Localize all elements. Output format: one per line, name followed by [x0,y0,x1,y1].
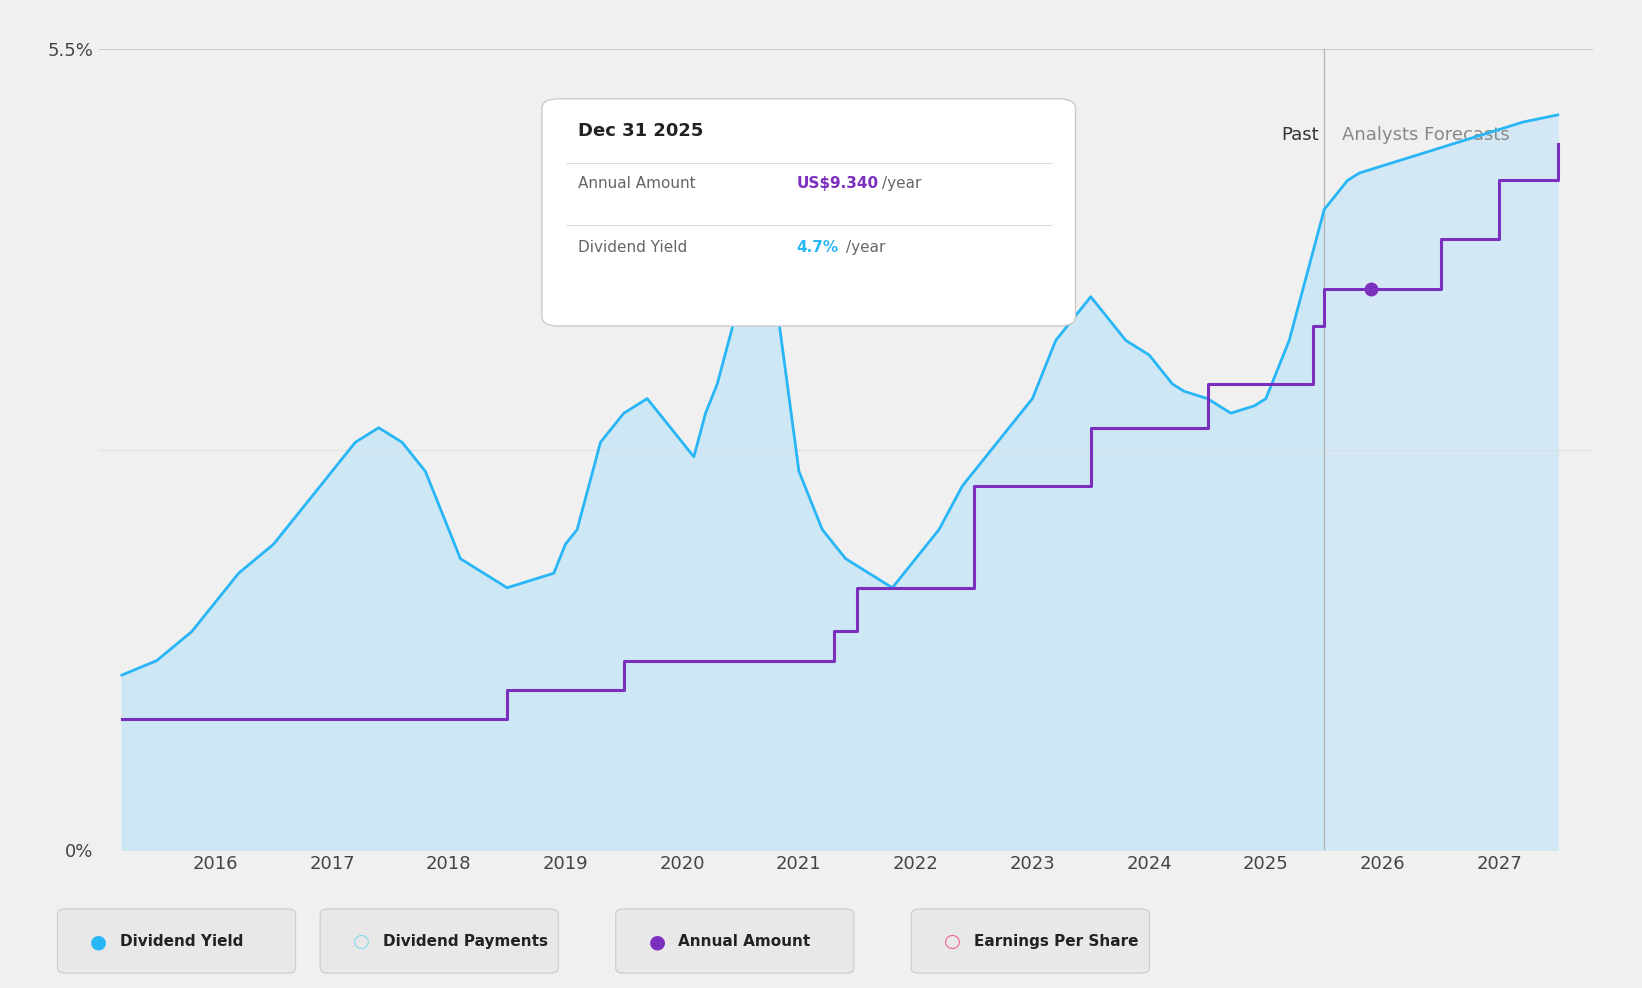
Text: Dividend Yield: Dividend Yield [120,934,243,949]
Text: Past: Past [1281,126,1319,144]
Text: Dec 31 2025: Dec 31 2025 [578,123,703,140]
Text: ○: ○ [353,932,369,951]
Text: US$9.340: US$9.340 [796,176,878,191]
Text: Annual Amount: Annual Amount [578,176,696,191]
Text: Earnings Per Share: Earnings Per Share [974,934,1138,949]
Text: /year: /year [846,240,885,255]
Text: /year: /year [882,176,921,191]
Text: ○: ○ [944,932,961,951]
Text: Dividend Yield: Dividend Yield [578,240,688,255]
Text: ●: ● [649,932,665,951]
Text: 4.7%: 4.7% [796,240,839,255]
Text: ●: ● [90,932,107,951]
Text: Analysts Forecasts: Analysts Forecasts [1342,126,1509,144]
Text: Annual Amount: Annual Amount [678,934,811,949]
Text: Dividend Payments: Dividend Payments [383,934,547,949]
